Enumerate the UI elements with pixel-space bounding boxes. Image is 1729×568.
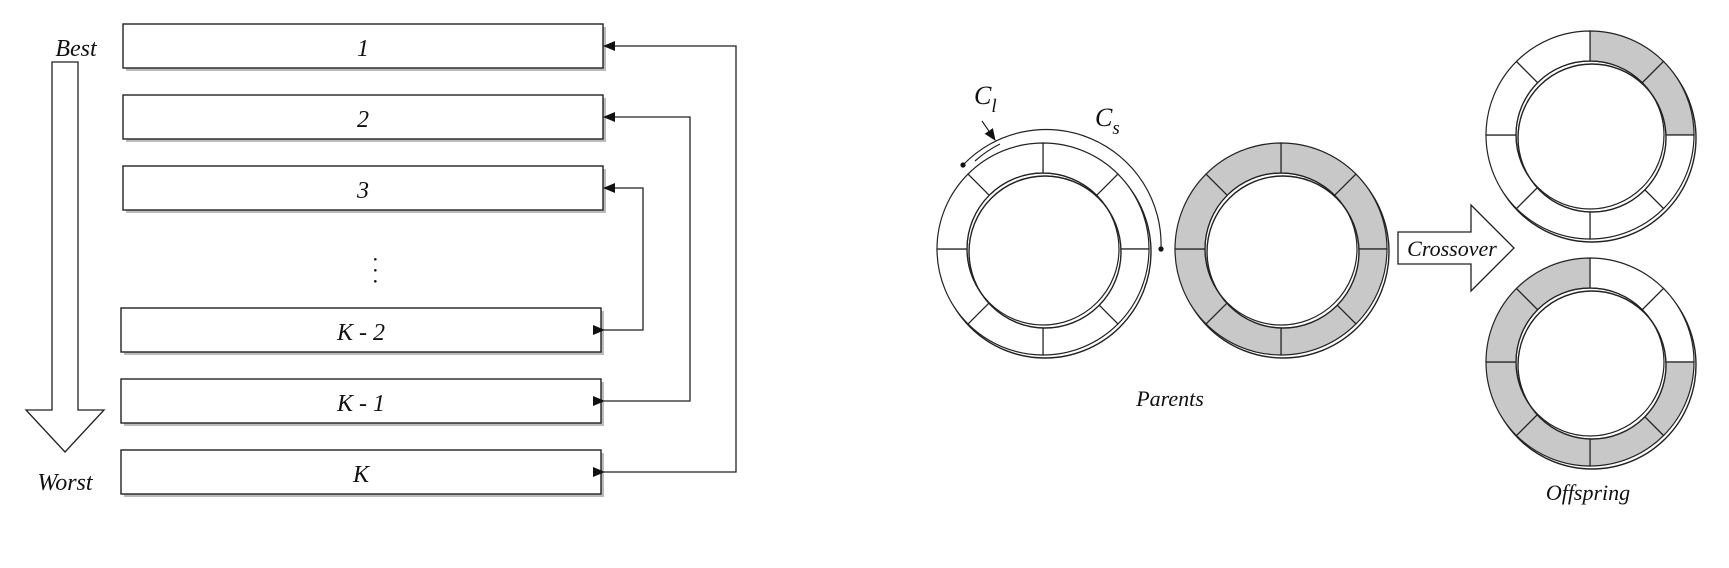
offspring-label: Offspring	[1546, 480, 1630, 505]
rank-box-k-minus-2: K - 2	[120, 307, 604, 355]
rank-box-label: K - 2	[336, 320, 385, 346]
ring-inner-edge	[1206, 175, 1360, 329]
ring-inner-edge	[966, 172, 1120, 326]
ring-inner-edge	[1517, 63, 1667, 213]
rank-box-label: 1	[357, 36, 369, 62]
cl-arc-end-dot	[1158, 246, 1164, 252]
rank-box-label: 2	[357, 107, 369, 133]
rank-box-3: 3	[122, 165, 606, 213]
connector-1-to-k	[593, 41, 737, 477]
rank-box-label: K - 1	[336, 391, 385, 417]
crossover-arrow	[1397, 203, 1515, 293]
best-label: Best	[55, 36, 98, 62]
rank-box-k: K	[120, 449, 604, 497]
cs-arc	[974, 143, 1001, 162]
offspring-ring-2	[1485, 257, 1697, 470]
parent-ring-1	[936, 142, 1152, 359]
ring-inner-edge	[1515, 287, 1665, 437]
ring-inner-edge	[1204, 172, 1358, 326]
ring-inner-edge	[968, 175, 1122, 329]
cl-label: Cl	[974, 81, 997, 117]
best-to-worst-arrow	[24, 61, 106, 453]
worst-label: Worst	[37, 470, 93, 496]
cl-pointer-arrow	[981, 120, 996, 141]
cs-label: Cs	[1095, 103, 1120, 139]
crossover-label: Crossover	[1407, 236, 1497, 261]
cl-arc	[962, 128, 1162, 250]
connector-3-to-k-minus-2	[593, 183, 644, 335]
ranking-diagram: Best Worst 1 2 3 · · · K - 2 K - 1	[24, 23, 737, 497]
offspring-ring-1	[1485, 30, 1697, 243]
parents-label: Parents	[1135, 386, 1204, 411]
ring-inner-edge	[1515, 60, 1665, 210]
rank-box-2: 2	[122, 94, 606, 142]
connector-2-to-k-minus-1	[593, 112, 691, 406]
ring-inner-edge	[1517, 290, 1667, 440]
rank-box-label: K	[352, 462, 371, 488]
rank-box-k-minus-1: K - 1	[120, 378, 604, 426]
rank-box-1: 1	[122, 23, 606, 71]
rank-box-label: 3	[356, 178, 369, 204]
crossover-diagram: Cl Cs Parents Crossover Offspring	[936, 30, 1697, 505]
parent-ring-2	[1174, 142, 1390, 359]
cl-arc-start-dot	[960, 162, 966, 168]
ellipsis: · · ·	[363, 256, 388, 284]
